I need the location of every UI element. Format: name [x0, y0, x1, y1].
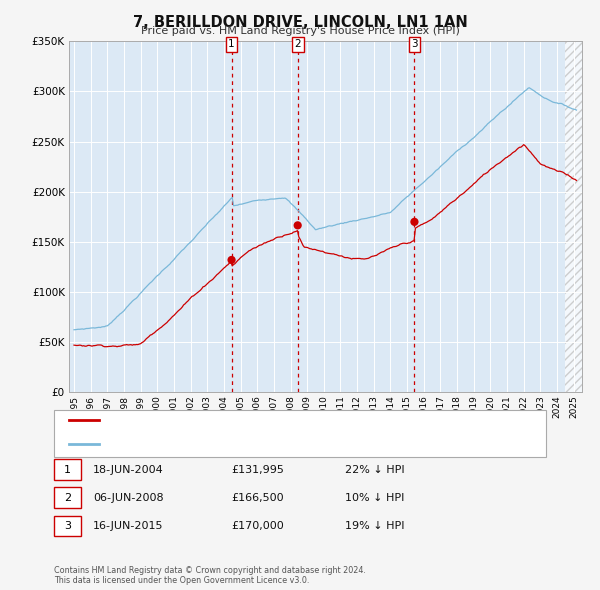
Text: £131,995: £131,995: [231, 465, 284, 474]
Text: 3: 3: [64, 522, 71, 531]
Text: 22% ↓ HPI: 22% ↓ HPI: [345, 465, 404, 474]
Text: Price paid vs. HM Land Registry's House Price Index (HPI): Price paid vs. HM Land Registry's House …: [140, 26, 460, 36]
Point: [410, 217, 419, 227]
Text: 06-JUN-2008: 06-JUN-2008: [93, 493, 164, 503]
Text: 2: 2: [64, 493, 71, 503]
Text: HPI: Average price, detached house, Lincoln: HPI: Average price, detached house, Linc…: [103, 439, 333, 448]
Text: 7, BERILLDON DRIVE, LINCOLN, LN1 1AN (detached house): 7, BERILLDON DRIVE, LINCOLN, LN1 1AN (de…: [103, 415, 409, 425]
Text: Contains HM Land Registry data © Crown copyright and database right 2024.
This d: Contains HM Land Registry data © Crown c…: [54, 566, 366, 585]
Text: 1: 1: [228, 40, 235, 50]
Text: 19% ↓ HPI: 19% ↓ HPI: [345, 522, 404, 531]
Point: [293, 221, 302, 230]
Text: 3: 3: [411, 40, 418, 50]
Text: 7, BERILLDON DRIVE, LINCOLN, LN1 1AN: 7, BERILLDON DRIVE, LINCOLN, LN1 1AN: [133, 15, 467, 30]
Text: 2: 2: [295, 40, 301, 50]
Text: £166,500: £166,500: [231, 493, 284, 503]
Text: 1: 1: [64, 465, 71, 474]
Point: [227, 255, 236, 265]
Text: £170,000: £170,000: [231, 522, 284, 531]
Text: 16-JUN-2015: 16-JUN-2015: [93, 522, 163, 531]
Text: 18-JUN-2004: 18-JUN-2004: [93, 465, 164, 474]
Text: 10% ↓ HPI: 10% ↓ HPI: [345, 493, 404, 503]
